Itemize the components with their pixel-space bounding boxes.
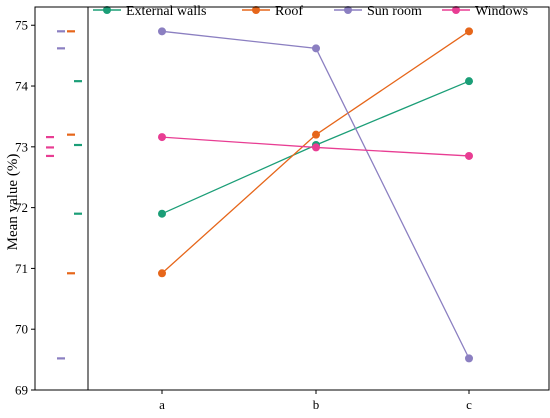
y-tick-label: 70 xyxy=(15,322,28,337)
series-group xyxy=(158,27,473,363)
y-axis-title: Mean value (%) xyxy=(5,154,21,251)
series-roof xyxy=(158,27,473,278)
legend-marker xyxy=(452,6,460,14)
y-tick-label: 74 xyxy=(15,79,29,94)
legend-marker xyxy=(252,6,260,14)
series-windows xyxy=(158,133,473,160)
y-tick-label: 73 xyxy=(15,139,28,154)
x-tick-label: a xyxy=(159,397,165,412)
plot-frame xyxy=(34,6,550,391)
legend-label: Sun room xyxy=(367,4,422,19)
series-line xyxy=(161,30,470,274)
data-point xyxy=(158,27,166,36)
legend-label: External walls xyxy=(126,4,206,19)
series-sun-room xyxy=(158,27,473,363)
legend-label: Windows xyxy=(475,4,528,19)
x-tick-label: b xyxy=(313,397,320,412)
data-point xyxy=(158,269,166,278)
data-point xyxy=(465,27,473,36)
series-line xyxy=(161,30,470,359)
y-tick-label: 69 xyxy=(15,383,28,398)
data-point xyxy=(312,143,320,152)
data-point xyxy=(312,130,320,139)
y-tick-label: 71 xyxy=(15,261,28,276)
legend-marker xyxy=(344,6,352,14)
data-point xyxy=(465,151,473,160)
data-point xyxy=(158,209,166,218)
x-axis: a b c xyxy=(159,390,472,412)
legend-label: Roof xyxy=(275,4,303,19)
legend: External walls Roof Sun room Windows xyxy=(93,4,528,19)
x-tick-label: c xyxy=(466,397,472,412)
legend-marker xyxy=(103,6,111,14)
y-axis: 69 70 71 72 73 74 75 xyxy=(15,18,35,398)
marginal-ticks xyxy=(46,30,82,360)
data-point xyxy=(465,77,473,86)
data-point xyxy=(158,133,166,142)
y-tick-label: 72 xyxy=(15,200,28,215)
data-point xyxy=(465,354,473,363)
data-point xyxy=(312,44,320,53)
y-tick-label: 75 xyxy=(15,18,28,33)
